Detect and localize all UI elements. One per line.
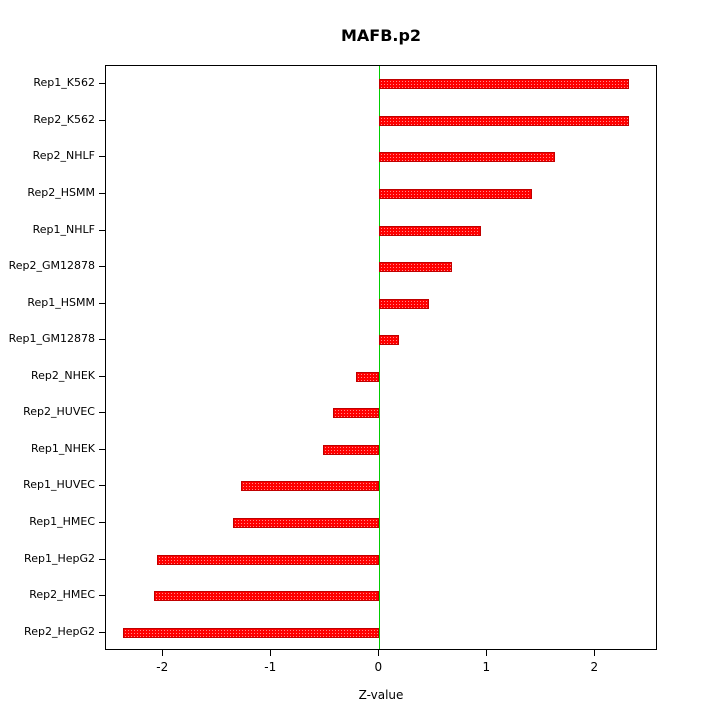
y-axis-category-label: Rep1_NHLF	[32, 222, 95, 236]
y-axis-tick	[99, 229, 105, 231]
bar	[332, 408, 380, 419]
y-axis-tick	[99, 412, 105, 414]
y-axis-category-label: Rep2_HepG2	[24, 624, 95, 638]
y-axis-category-label: Rep2_HSMM	[27, 185, 95, 199]
bar	[379, 188, 532, 199]
y-axis-category-label: Rep1_HSMM	[27, 295, 95, 309]
y-axis-category-label: Rep1_HepG2	[24, 551, 95, 565]
x-axis-tick-label: -1	[264, 660, 277, 674]
bar	[153, 591, 380, 602]
y-axis-tick	[99, 595, 105, 597]
bar	[379, 298, 429, 309]
y-axis-category-label: Rep1_HUVEC	[23, 478, 95, 492]
y-axis-category-label: Rep2_NHLF	[32, 149, 95, 163]
bar	[241, 481, 380, 492]
y-axis-category-label: Rep1_NHEK	[30, 441, 95, 455]
x-axis-tick-label: 0	[374, 660, 383, 674]
x-axis-tick-label: 1	[482, 660, 491, 674]
y-axis-category-label: Rep1_HMEC	[29, 515, 95, 529]
y-axis-tick	[99, 448, 105, 450]
y-axis-category-label: Rep2_K562	[33, 112, 95, 126]
bar	[233, 518, 380, 529]
x-axis-tick	[485, 650, 487, 656]
y-axis-tick	[99, 558, 105, 560]
y-axis-category-label: Rep2_GM12878	[8, 259, 95, 273]
zero-reference-line	[378, 66, 380, 649]
y-axis-tick	[99, 375, 105, 377]
x-axis-tick	[593, 650, 595, 656]
bar	[323, 444, 380, 455]
y-axis-tick	[99, 631, 105, 633]
x-axis-tick-label: -2	[156, 660, 169, 674]
y-axis-tick	[99, 192, 105, 194]
y-axis-category-label: Rep2_HMEC	[29, 588, 95, 602]
bar	[379, 79, 629, 90]
x-axis-tick	[161, 650, 163, 656]
bar	[355, 371, 380, 382]
bar	[379, 152, 556, 163]
y-axis-category-label: Rep2_NHEK	[30, 368, 95, 382]
y-axis-category-label: Rep2_HUVEC	[23, 405, 95, 419]
x-axis-title: Z-value	[358, 688, 404, 702]
bar	[123, 627, 380, 638]
y-axis-category-label: Rep1_GM12878	[8, 332, 95, 346]
y-axis-tick	[99, 522, 105, 524]
x-axis-tick	[377, 650, 379, 656]
y-axis-tick	[99, 302, 105, 304]
y-axis-tick	[99, 119, 105, 121]
y-axis-tick	[99, 266, 105, 268]
plot-area	[105, 65, 657, 650]
bar	[379, 225, 481, 236]
x-axis-tick-label: 2	[590, 660, 599, 674]
bar	[379, 335, 399, 346]
bar	[379, 262, 452, 273]
y-axis-tick	[99, 83, 105, 85]
bar	[379, 115, 629, 126]
bar	[156, 554, 380, 565]
x-axis-tick	[269, 650, 271, 656]
y-axis-category-label: Rep1_K562	[33, 76, 95, 90]
y-axis-tick	[99, 156, 105, 158]
y-axis-tick	[99, 339, 105, 341]
y-axis-tick	[99, 485, 105, 487]
chart-title: MAFB.p2	[340, 26, 422, 45]
